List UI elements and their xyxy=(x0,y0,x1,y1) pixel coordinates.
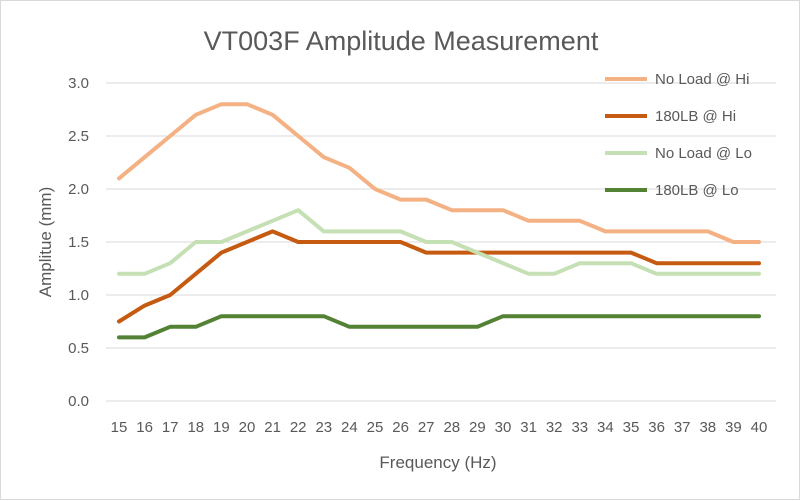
x-tick-label: 24 xyxy=(341,419,358,436)
x-tick-label: 19 xyxy=(213,419,230,436)
x-tick-label: 32 xyxy=(546,419,563,436)
x-tick-label: 26 xyxy=(392,419,409,436)
x-tick-label: 39 xyxy=(725,419,742,436)
y-tick-label: 0.0 xyxy=(68,393,89,410)
series-lines xyxy=(117,102,761,340)
x-tick-label: 31 xyxy=(520,419,537,436)
y-tick-label: 1.5 xyxy=(68,234,89,251)
x-tick-label: 37 xyxy=(674,419,691,436)
legend-label: No Load @ Hi xyxy=(655,71,749,88)
x-tick-label: 29 xyxy=(469,419,486,436)
y-axis-label: Amplitue (mm) xyxy=(36,187,55,298)
y-tick-label: 1.0 xyxy=(68,287,89,304)
x-tick-label: 30 xyxy=(495,419,512,436)
x-tick-label: 22 xyxy=(290,419,307,436)
x-tick-label: 16 xyxy=(136,419,153,436)
series-line-1 xyxy=(117,102,761,244)
x-tick-label: 17 xyxy=(162,419,179,436)
x-tick-label: 28 xyxy=(443,419,460,436)
x-tick-label: 20 xyxy=(239,419,256,436)
x-axis-label: Frequency (Hz) xyxy=(379,453,496,472)
x-tick-label: 27 xyxy=(418,419,435,436)
x-tick-label: 36 xyxy=(648,419,665,436)
chart-title: VT003F Amplitude Measurement xyxy=(204,26,599,56)
y-tick-label: 0.5 xyxy=(68,340,89,357)
x-tick-label: 21 xyxy=(264,419,281,436)
x-tick-label: 23 xyxy=(315,419,332,436)
y-tick-label: 2.0 xyxy=(68,181,89,198)
legend-label: 180LB @ Hi xyxy=(655,108,736,125)
legend-label: 180LB @ Lo xyxy=(655,182,739,199)
legend: No Load @ Hi 180LB @ Hi No Load @ Lo 180LB … xyxy=(605,71,752,199)
series-line-3 xyxy=(117,208,761,276)
x-tick-label: 38 xyxy=(699,419,716,436)
x-tick-label: 40 xyxy=(751,419,768,436)
x-tick-label: 18 xyxy=(187,419,204,436)
series-line-4 xyxy=(117,314,761,340)
series-line-2 xyxy=(117,229,761,324)
x-tick-label: 33 xyxy=(571,419,588,436)
x-axis-ticks: 15 16 17 18 19 20 21 22 23 24 25 26 27 28 29 30 31 32 33 34… xyxy=(111,419,768,436)
legend-label: No Load @ Lo xyxy=(655,145,752,162)
y-axis-ticks: 0.0 0.5 1.0 1.5 2.0 2.5 3.0 xyxy=(68,75,89,410)
x-tick-label: 15 xyxy=(111,419,128,436)
x-tick-label: 34 xyxy=(597,419,614,436)
x-tick-label: 35 xyxy=(623,419,640,436)
x-tick-label: 25 xyxy=(367,419,384,436)
y-tick-label: 3.0 xyxy=(68,75,89,92)
y-tick-label: 2.5 xyxy=(68,128,89,145)
